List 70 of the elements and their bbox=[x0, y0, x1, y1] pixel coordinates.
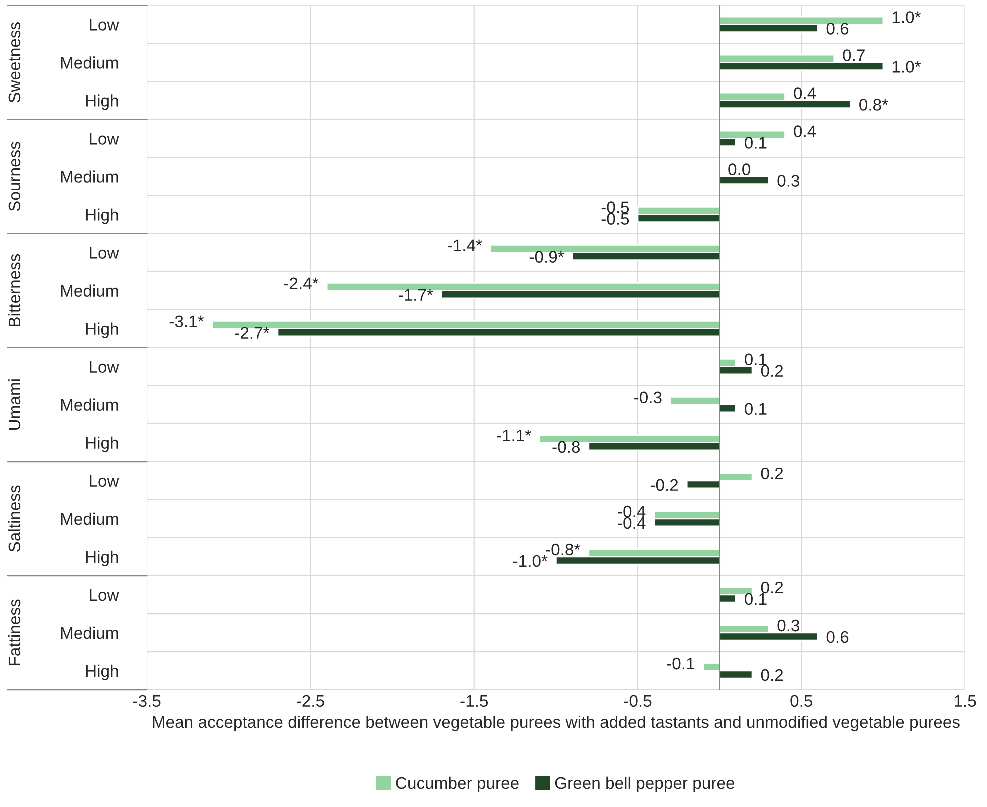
x-axis-title: Mean acceptance difference between vegetable purees with added tastants and unmodified vegetable purees bbox=[153, 716, 960, 732]
text: Sourness bbox=[8, 142, 21, 212]
text: Bitterness bbox=[8, 254, 21, 326]
data-label: 0.2 bbox=[761, 365, 784, 378]
y-tick-label: Low bbox=[90, 590, 120, 602]
data-label: -0.4 bbox=[618, 506, 646, 518]
data-label: -2.7* bbox=[235, 327, 270, 339]
data-label: 0.2 bbox=[761, 582, 784, 594]
data-label: 0.8* bbox=[860, 99, 888, 111]
data-label: 0.3 bbox=[778, 620, 800, 632]
y-tick-label: High bbox=[86, 208, 118, 224]
data-label: 0.1 bbox=[745, 137, 767, 149]
data-label: -0.5 bbox=[602, 213, 630, 225]
x-tick-label: -2.5 bbox=[297, 695, 324, 708]
data-label: -1.4* bbox=[448, 240, 482, 252]
x-tick-label: 1.5 bbox=[954, 695, 976, 708]
x-tick-label: -1.5 bbox=[460, 695, 488, 708]
data-label: 0.1 bbox=[745, 593, 767, 606]
data-label: -0.2 bbox=[650, 479, 678, 492]
y-tick-label: Low bbox=[90, 361, 120, 374]
data-label: 0.2 bbox=[761, 468, 784, 480]
y-tick-label: Low bbox=[90, 133, 120, 145]
x-tick-label: 0.5 bbox=[790, 695, 813, 708]
data-label: 0.7 bbox=[843, 50, 865, 62]
data-label: 0.6 bbox=[826, 631, 849, 644]
data-label: -3.1* bbox=[170, 316, 204, 328]
data-label: 0.3 bbox=[778, 175, 800, 187]
bar bbox=[719, 176, 770, 186]
data-label: -1.7* bbox=[398, 289, 434, 301]
text: Fattiness bbox=[8, 600, 21, 666]
data-label: 0.4 bbox=[794, 88, 816, 100]
data-label: -0.1 bbox=[667, 658, 694, 670]
data-label: 0.1 bbox=[745, 354, 767, 366]
y-tick-label: High bbox=[86, 664, 118, 680]
data-label: -0.3 bbox=[634, 392, 662, 404]
y-tick-label: Medium bbox=[61, 284, 118, 297]
legend-label: Cucumber puree bbox=[396, 776, 519, 792]
y-tick-label: High bbox=[86, 550, 118, 566]
data-label: -0.9* bbox=[530, 251, 564, 263]
y-tick-label: High bbox=[86, 322, 118, 338]
y-tick-label: Medium bbox=[61, 56, 118, 69]
data-label: -0.4 bbox=[618, 517, 646, 530]
legend-label: Green bell pepper puree bbox=[555, 776, 735, 792]
data-label: -1.0* bbox=[514, 555, 548, 568]
y-tick-label: Low bbox=[90, 19, 120, 31]
y-tick-label: High bbox=[86, 436, 118, 452]
y-tick-label: Medium bbox=[61, 170, 118, 183]
data-label: 0.6 bbox=[826, 23, 849, 35]
y-tick-label: Low bbox=[90, 247, 120, 259]
data-label: 1.0* bbox=[892, 12, 922, 24]
data-label: 0.4 bbox=[794, 126, 816, 138]
text: Umami bbox=[8, 380, 21, 430]
y-tick-label: Medium bbox=[61, 398, 118, 412]
text: Saltiness bbox=[8, 486, 21, 552]
data-label: -0.8* bbox=[546, 544, 580, 556]
data-label: 1.0* bbox=[892, 61, 922, 73]
y-tick-label: High bbox=[86, 94, 118, 110]
data-label: 0.0 bbox=[728, 164, 751, 176]
data-label: -1.1* bbox=[497, 430, 532, 442]
data-label: -0.5 bbox=[602, 202, 630, 214]
data-label: -2.4* bbox=[284, 278, 319, 290]
text: Sweetness bbox=[8, 22, 21, 103]
x-tick-label: -3.5 bbox=[133, 695, 161, 708]
data-label: -0.8 bbox=[552, 441, 580, 454]
y-tick-label: Medium bbox=[61, 626, 118, 640]
y-tick-label: Medium bbox=[61, 512, 118, 526]
data-label: 0.2 bbox=[761, 669, 784, 682]
data-label: 0.1 bbox=[745, 403, 767, 416]
x-tick-label: -0.5 bbox=[624, 695, 652, 708]
y-tick-label: Low bbox=[90, 475, 120, 488]
